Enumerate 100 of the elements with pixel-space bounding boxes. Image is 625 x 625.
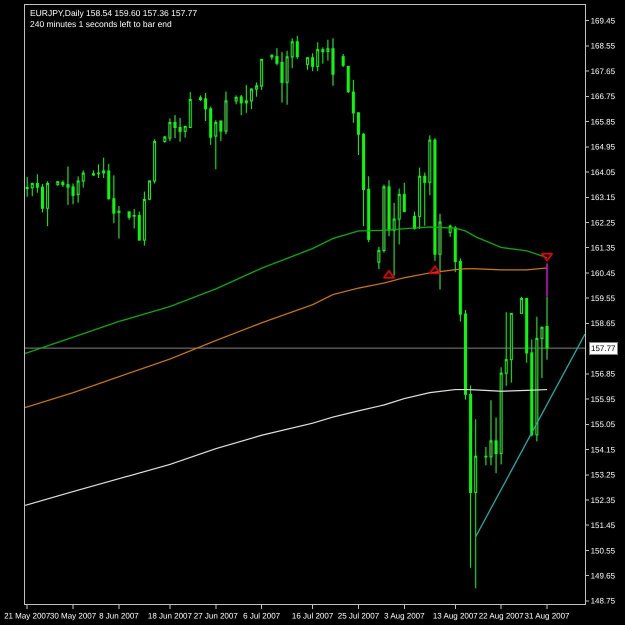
candlestick <box>198 95 202 102</box>
candlestick <box>484 446 488 466</box>
candlestick <box>240 94 243 116</box>
y-tick-label: 165.85 <box>590 117 616 126</box>
candlestick <box>428 134 432 196</box>
candlestick <box>56 180 60 186</box>
candlestick <box>112 174 116 224</box>
y-tick-label: 160.45 <box>590 268 616 278</box>
candlestick <box>153 138 156 184</box>
candlestick <box>219 120 222 142</box>
candlestick <box>388 180 391 237</box>
candlestick <box>458 258 462 322</box>
candlestick <box>26 176 29 198</box>
candlestick <box>494 417 498 474</box>
candlestick <box>290 38 294 69</box>
candlestick <box>163 135 166 144</box>
candlestick <box>464 309 467 400</box>
candlestick <box>30 182 34 197</box>
candlestick <box>275 48 278 66</box>
candlestick <box>178 117 182 142</box>
candlestick <box>423 172 426 226</box>
candlestick <box>66 166 70 206</box>
candlestick <box>82 170 85 188</box>
candlestick <box>270 54 274 60</box>
candlestick <box>321 46 324 64</box>
text: 240 minutes 1 seconds left to bar end <box>30 19 172 29</box>
candlestick <box>418 167 422 230</box>
candlestick <box>326 39 330 61</box>
candlestick <box>255 82 258 98</box>
x-tick-label: 27 Jun 2007 <box>194 612 238 621</box>
candlestick <box>204 92 208 122</box>
candlestick <box>469 385 472 568</box>
y-tick-label: 168.55 <box>590 42 616 51</box>
candlestick <box>168 118 172 142</box>
candlestick <box>148 180 151 201</box>
candlestick <box>102 157 106 178</box>
candlestick <box>61 180 64 188</box>
y-tick-label: 164.05 <box>590 168 616 177</box>
candlestick <box>97 164 100 178</box>
y-tick-label: 167.65 <box>590 66 616 76</box>
candlestick <box>296 35 299 60</box>
candlestick <box>382 184 386 253</box>
candlestick <box>474 418 478 589</box>
candlestick <box>510 312 513 384</box>
candlestick <box>367 176 370 243</box>
candlestick <box>46 180 50 227</box>
y-tick-label: 151.45 <box>590 521 616 530</box>
candlestick <box>234 95 238 105</box>
candlestick <box>72 183 75 205</box>
candlestick <box>438 213 442 290</box>
x-tick-label: 30 May 2007 <box>50 612 97 621</box>
candlestick <box>377 246 380 270</box>
ref-line-label: 157.77 <box>591 344 616 353</box>
y-tick-label: 169.45 <box>590 16 616 26</box>
candlestick <box>142 191 146 246</box>
candlestick <box>250 88 253 110</box>
candlestick <box>540 326 544 379</box>
candlestick <box>214 120 218 170</box>
x-tick-label: 22 Aug 2007 <box>478 612 524 621</box>
candlestick <box>346 66 350 94</box>
candlestick <box>286 50 289 106</box>
candlestick <box>504 312 508 386</box>
y-tick-label: 163.15 <box>590 193 616 202</box>
x-tick-label: 21 May 2007 <box>4 612 51 621</box>
y-tick-label: 159.55 <box>590 294 616 303</box>
candlestick <box>402 182 406 212</box>
candlestick <box>352 79 355 124</box>
line-series <box>25 388 548 506</box>
y-tick-label: 152.35 <box>590 496 616 505</box>
x-tick-label: 18 Jun 2007 <box>148 612 192 621</box>
candlestick <box>489 400 492 466</box>
candlestick <box>260 58 264 90</box>
candlestick <box>209 106 212 146</box>
chart-title: EURJPY,Daily 158.54 159.60 157.36 157.77 <box>30 8 198 18</box>
candlestick <box>244 84 248 114</box>
candlestick <box>316 42 320 72</box>
candlestick <box>36 174 39 194</box>
y-tick-label: 148.75 <box>590 596 616 606</box>
x-tick-label: 25 Jul 2007 <box>338 612 380 621</box>
x-tick-label: 8 Jun 2007 <box>99 612 140 621</box>
candlestick <box>362 132 366 227</box>
candlestick <box>398 188 401 245</box>
candlestick <box>413 211 416 230</box>
candlestick <box>433 138 436 262</box>
y-tick-label: 161.35 <box>590 244 616 253</box>
y-tick-label: 162.25 <box>590 218 616 228</box>
y-tick-label: 164.95 <box>590 142 616 152</box>
candlestick <box>311 52 314 72</box>
candlestick <box>448 224 452 238</box>
y-tick-label: 150.55 <box>590 546 616 556</box>
candlestick <box>184 126 187 138</box>
candlestick <box>188 92 192 128</box>
candlestick <box>41 183 44 213</box>
x-tick-label: 31 Aug 2007 <box>524 612 570 621</box>
x-tick-label: 16 Jul 2007 <box>292 612 334 621</box>
candlestick <box>520 296 524 314</box>
y-tick-label: 156.85 <box>590 370 616 379</box>
y-tick-label: 155.05 <box>590 420 616 430</box>
candlestick <box>92 170 95 176</box>
candlestick <box>128 210 131 220</box>
